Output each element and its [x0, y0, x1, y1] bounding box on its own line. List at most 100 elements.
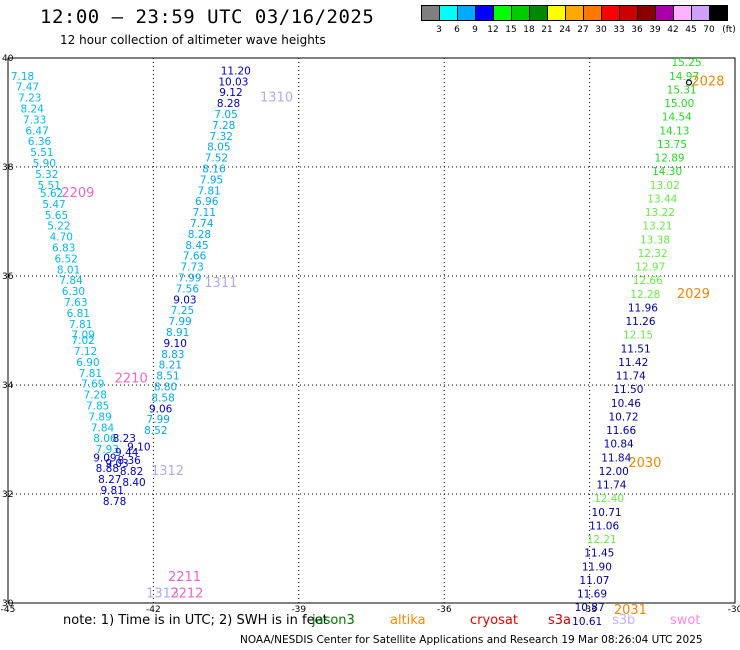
pass-number-label: 2031	[614, 603, 647, 618]
wave-height-value: 7.56	[176, 283, 200, 295]
wave-height-value: 6.96	[195, 196, 219, 208]
wave-height-value: 8.28	[188, 229, 211, 241]
wave-height-value: 6.83	[52, 242, 75, 254]
wave-height-value: 15.00	[664, 98, 694, 110]
x-tick-label: -42	[146, 605, 161, 615]
wave-height-value: 8.27	[98, 474, 121, 486]
wave-height-value: 9.10	[164, 338, 187, 350]
wave-height-value: 10.61	[572, 616, 602, 628]
wave-height-value: 7.47	[16, 82, 39, 94]
wave-height-value: 7.12	[74, 346, 97, 358]
wave-height-value: 11.06	[589, 520, 619, 532]
wave-height-value: 7.28	[84, 390, 107, 402]
wave-height-value: 7.33	[23, 114, 46, 126]
wave-height-value: 8.58	[151, 392, 174, 404]
wave-height-value: 14.97	[669, 71, 699, 83]
y-tick-label: 40	[2, 54, 14, 64]
wave-height-value: 11.66	[606, 425, 636, 437]
wave-height-value: 9.06	[149, 403, 173, 415]
wave-height-value: 9.09	[93, 452, 116, 464]
y-tick-label: 38	[2, 163, 14, 173]
pass-number-label: 2209	[61, 186, 94, 201]
y-tick-label: 34	[2, 381, 14, 391]
wave-height-value: 7.85	[86, 401, 109, 413]
wave-height-value: 7.95	[200, 174, 223, 186]
footnote: note: 1) Time is in UTC; 2) SWH is in fe…	[63, 613, 328, 628]
y-tick-label: 30	[2, 599, 14, 609]
pass-number-label: 2212	[170, 587, 203, 602]
wave-height-value: 11.51	[621, 343, 651, 355]
pass-number-label: 1311	[204, 276, 237, 291]
wave-height-value: 15.25	[672, 57, 702, 69]
wave-height-value: 8.01	[57, 264, 80, 276]
legend-value: 42	[667, 25, 679, 35]
wave-height-value: 8.16	[202, 163, 226, 175]
wave-height-value: 7.18	[11, 71, 34, 83]
wave-height-value: 7.66	[183, 251, 207, 263]
legend-value: 33	[613, 25, 625, 35]
y-tick-label: 32	[2, 490, 13, 500]
wave-height-value: 13.75	[657, 139, 687, 151]
pass-number-label: 1312	[151, 464, 184, 479]
wave-height-value: 8.78	[103, 496, 126, 508]
wave-height-value: 11.96	[628, 302, 658, 314]
wave-height-value: 7.84	[59, 275, 83, 287]
wave-height-value: 8.88	[96, 463, 119, 475]
wave-height-value: 7.32	[210, 131, 233, 143]
wave-height-value: 11.07	[579, 575, 609, 587]
wave-height-value: 9.03	[105, 458, 128, 470]
satellite-cryosat: cryosat	[470, 613, 518, 628]
wave-height-value: 8.23	[113, 433, 136, 445]
wave-height-value: 7.99	[178, 272, 201, 284]
wave-height-value: 11.50	[613, 384, 643, 396]
wave-height-value: 8.36	[117, 455, 141, 467]
legend-value: 18	[523, 25, 535, 35]
wave-height-value: 6.30	[62, 286, 85, 298]
legend-value: 21	[541, 25, 553, 35]
legend-value: 3	[436, 25, 442, 35]
pass-number-label: 1310	[260, 91, 293, 106]
wave-height-value: 6.47	[25, 125, 48, 137]
wave-height-value: 7.81	[197, 185, 220, 197]
wave-height-value: 9.44	[115, 447, 139, 459]
legend-value: 24	[559, 25, 571, 35]
wave-height-value: 7.09	[71, 330, 94, 342]
wave-height-value: 7.89	[88, 411, 111, 423]
wave-height-value: 7.05	[214, 109, 237, 121]
legend-swatch	[709, 5, 728, 21]
wave-height-value: 8.40	[122, 477, 145, 489]
satellite-s3b: s3b	[612, 613, 636, 628]
wave-height-value: 11.26	[625, 316, 655, 328]
wave-height-value: 11.74	[596, 480, 626, 492]
x-tick-label: -39	[291, 605, 306, 615]
legend-value: 6	[454, 25, 460, 35]
wave-height-value: 6.90	[76, 357, 99, 369]
wave-height-value: 13.44	[647, 193, 677, 205]
location-marker	[685, 79, 693, 86]
wave-height-value: 8.45	[185, 240, 208, 252]
wave-height-value: 14.54	[662, 112, 692, 124]
wave-height-value: 12.28	[630, 289, 660, 301]
pass-number-label: 2029	[677, 287, 710, 302]
wave-height-value: 7.25	[171, 305, 194, 317]
wave-height-value: 7.74	[190, 218, 214, 230]
wave-height-value: 7.81	[79, 368, 102, 380]
credit-line: NOAA/NESDIS Center for Satellite Applica…	[240, 634, 703, 646]
wave-height-value: 11.20	[221, 65, 251, 77]
wave-height-value: 7.63	[64, 297, 87, 309]
wave-height-value: 10.46	[611, 398, 641, 410]
legend-value: 15	[505, 25, 517, 35]
wave-height-value: 7.84	[91, 422, 115, 434]
wave-height-value: 8.06	[93, 433, 117, 445]
wave-height-value: 9.10	[127, 441, 150, 453]
wave-height-value: 7.23	[18, 93, 41, 105]
legend-value: 36	[631, 25, 643, 35]
page-title: 12:00 – 23:59 UTC 03/16/2025	[40, 6, 375, 28]
wave-height-value: 5.90	[33, 158, 56, 170]
wave-height-value: 12.00	[599, 466, 629, 478]
wave-height-value: 8.52	[144, 425, 167, 437]
x-tick-label: -30	[728, 605, 740, 615]
wave-height-value: 5.51	[38, 180, 61, 192]
legend-value: 9	[472, 25, 478, 35]
